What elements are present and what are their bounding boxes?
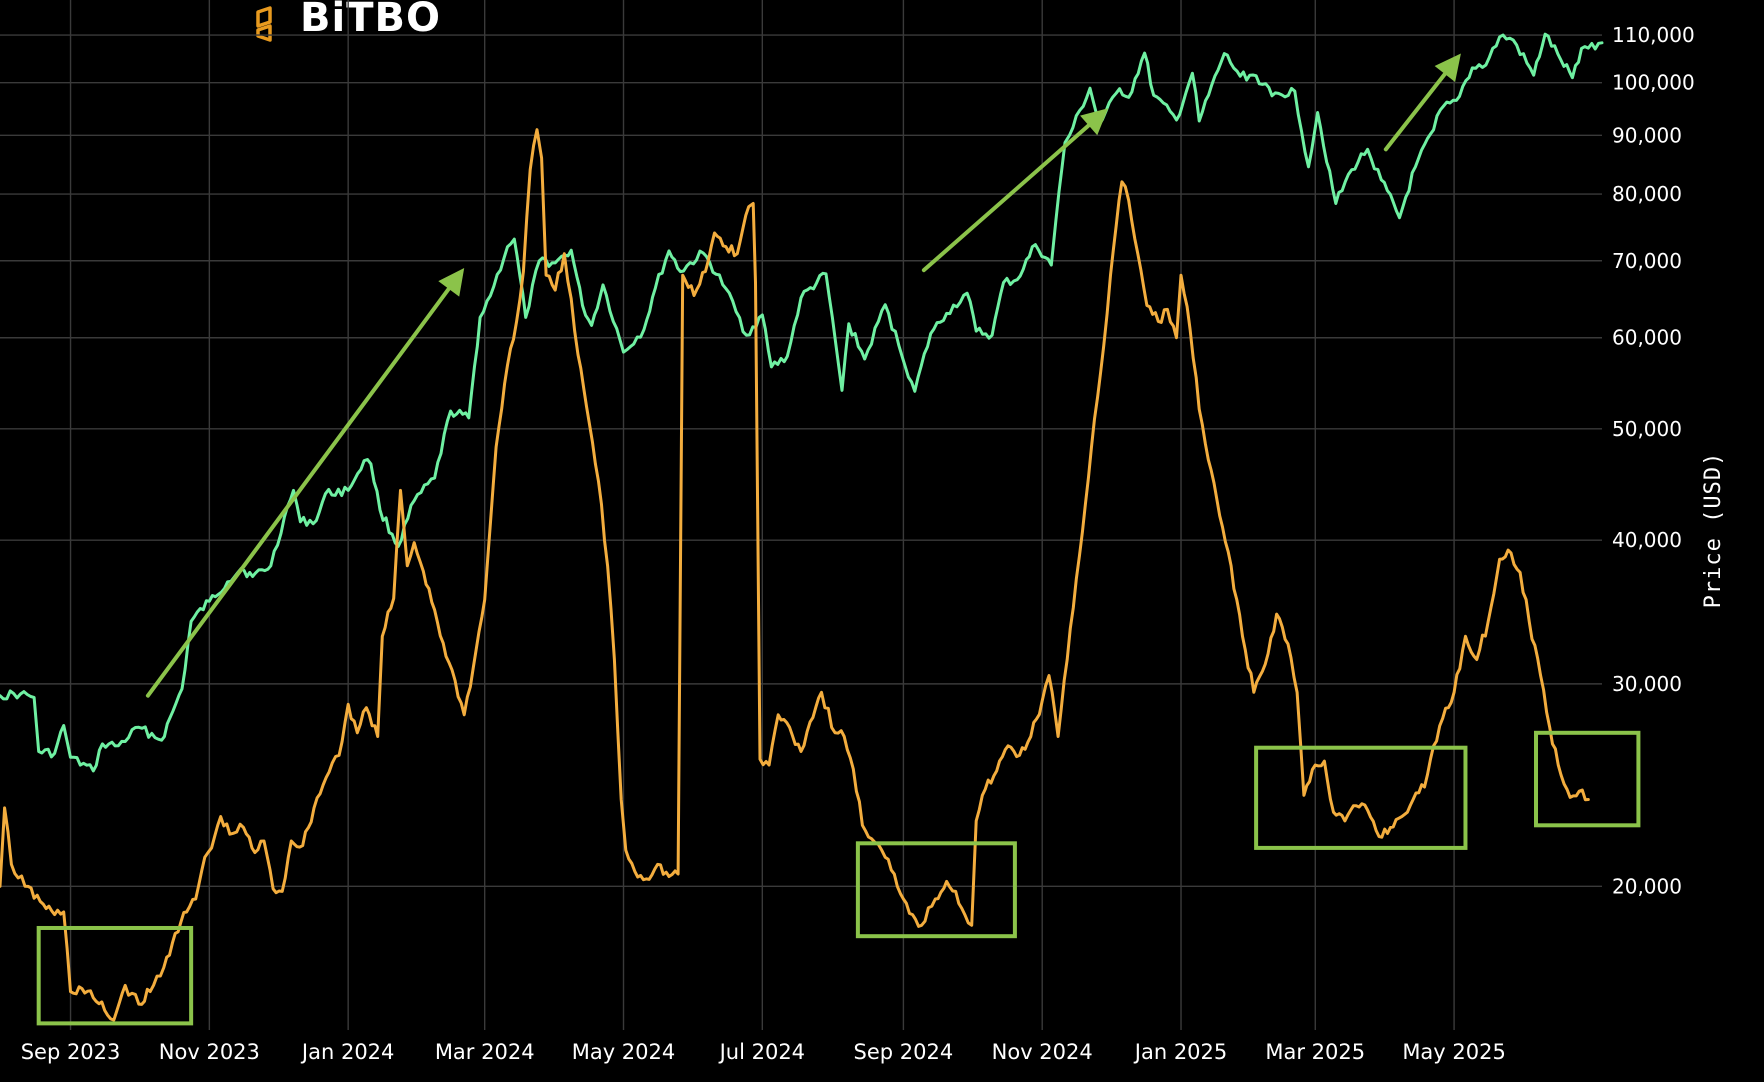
y-tick-label: 30,000	[1612, 672, 1682, 696]
x-tick-label: Jan 2024	[300, 1040, 395, 1064]
x-tick-label: Jan 2025	[1133, 1040, 1228, 1064]
x-tick-label: May 2024	[572, 1040, 676, 1064]
box-sep-2024	[858, 843, 1015, 936]
arrow-head	[1435, 54, 1461, 82]
box-mar-2025	[1256, 748, 1465, 848]
y-tick-label: 60,000	[1612, 326, 1682, 350]
arrow-up-2024-2025	[924, 108, 1108, 270]
arrow-shaft	[148, 289, 449, 696]
series	[0, 34, 1602, 1020]
arrow-head	[438, 268, 464, 297]
y-tick-label: 80,000	[1612, 182, 1682, 206]
x-tick-label: Sep 2024	[854, 1040, 954, 1064]
x-tick-label: Sep 2023	[21, 1040, 121, 1064]
y-tick-label: 100,000	[1612, 71, 1695, 95]
arrow-shaft	[1386, 74, 1445, 149]
y-tick-label: 40,000	[1612, 528, 1682, 552]
x-axis: Sep 2023 Nov 2023 Jan 2024 Mar 2024 May 2024…	[21, 1040, 1506, 1064]
arrow-up-2023-2024	[148, 268, 464, 696]
y-tick-label: 70,000	[1612, 249, 1682, 273]
y-axis-title: Price (USD)	[1701, 452, 1726, 609]
x-tick-label: Nov 2024	[992, 1040, 1093, 1064]
box-sep-2023	[39, 928, 191, 1023]
y-tick-label: 110,000	[1612, 23, 1695, 47]
btc-price-line	[0, 34, 1602, 771]
y-tick-label: 20,000	[1612, 874, 1682, 898]
x-tick-label: Mar 2025	[1265, 1040, 1365, 1064]
box-jun-2025	[1536, 733, 1638, 826]
x-tick-label: Nov 2023	[159, 1040, 260, 1064]
y-tick-label: 90,000	[1612, 123, 1682, 147]
y-axis: 20,000 30,000 40,000 50,000 60,000 70,000 80,0…	[1612, 23, 1726, 898]
x-tick-label: May 2025	[1402, 1040, 1506, 1064]
x-tick-label: Jul 2024	[718, 1040, 805, 1064]
x-tick-label: Mar 2024	[435, 1040, 535, 1064]
arrow-shaft	[924, 125, 1089, 270]
y-tick-label: 50,000	[1612, 417, 1682, 441]
